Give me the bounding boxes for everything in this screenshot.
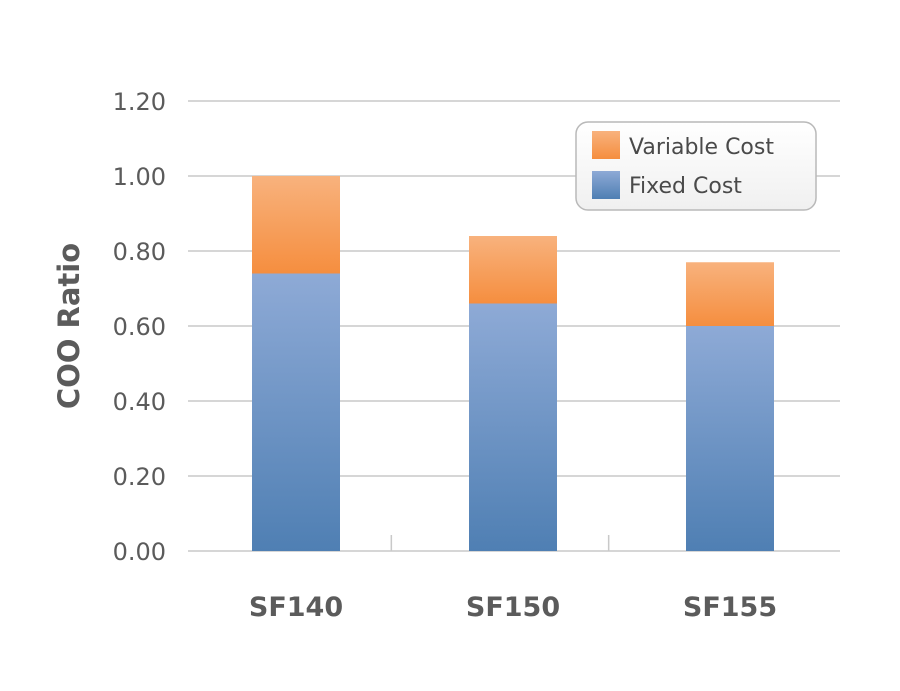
y-tick-label: 0.20: [113, 463, 166, 491]
x-axis-labels: SF140 SF150 SF155: [249, 592, 777, 623]
bar-variable-cost-sf150: [469, 236, 557, 304]
y-tick-label: 1.00: [113, 163, 166, 191]
legend-swatch-fixed-cost: [592, 171, 620, 199]
x-category-label: SF140: [249, 592, 343, 623]
legend-label-fixed-cost: Fixed Cost: [629, 174, 742, 199]
bar-fixed-cost-sf140: [252, 273, 340, 551]
y-tick-label: 0.80: [113, 238, 166, 266]
y-axis-ticks: 0.00 0.20 0.40 0.60 0.80 1.00 1.20: [113, 88, 166, 566]
bar-variable-cost-sf155: [686, 262, 774, 326]
x-category-label: SF150: [466, 592, 560, 623]
bar-fixed-cost-sf150: [469, 303, 557, 551]
bars: [252, 176, 774, 551]
y-tick-label: 0.40: [113, 388, 166, 416]
bar-fixed-cost-sf155: [686, 326, 774, 551]
y-tick-label: 0.00: [113, 538, 166, 566]
y-tick-label: 0.60: [113, 313, 166, 341]
legend-swatch-variable-cost: [592, 131, 620, 159]
bar-variable-cost-sf140: [252, 176, 340, 274]
x-category-label: SF155: [683, 592, 777, 623]
y-tick-label: 1.20: [113, 88, 166, 116]
legend: Variable Cost Fixed Cost: [575, 121, 817, 211]
legend-box: [575, 121, 817, 211]
y-axis-title: COO Ratio: [52, 243, 86, 409]
legend-label-variable-cost: Variable Cost: [629, 135, 774, 160]
